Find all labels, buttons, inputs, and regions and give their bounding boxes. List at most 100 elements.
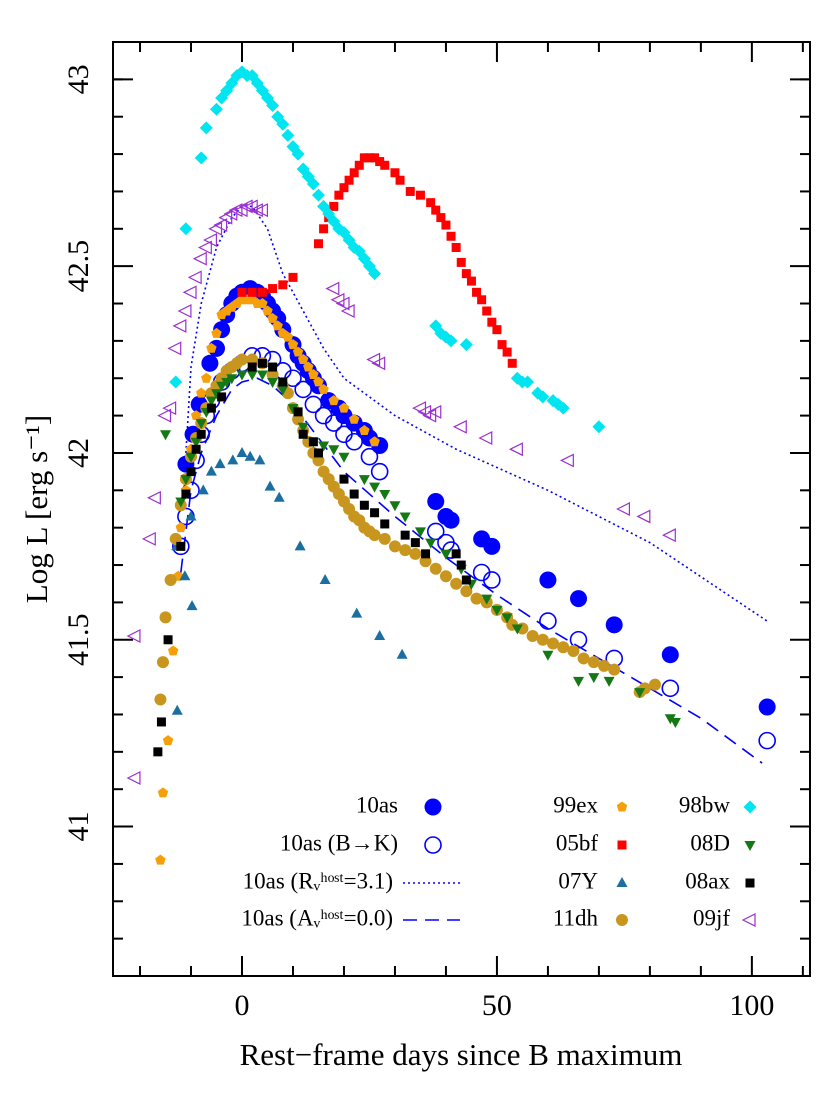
y-axis-label: Log L [erg s⁻¹] (19, 415, 54, 603)
marker (440, 549, 452, 560)
marker (162, 401, 177, 416)
marker (329, 201, 339, 211)
marker (281, 128, 295, 142)
marker (492, 325, 502, 335)
marker (201, 372, 212, 383)
marker (460, 585, 473, 598)
marker (587, 656, 600, 669)
marker (380, 519, 390, 529)
marker (318, 441, 330, 452)
marker (456, 257, 466, 267)
marker (603, 676, 615, 687)
marker (292, 346, 304, 357)
marker (399, 544, 412, 557)
y-tick-label: 41 (62, 812, 95, 842)
series-line (185, 205, 768, 622)
marker (450, 577, 463, 590)
marker (277, 385, 289, 396)
marker (181, 489, 191, 499)
marker (359, 500, 369, 510)
marker (256, 370, 268, 381)
marker (536, 390, 550, 404)
marker (244, 450, 256, 461)
marker (156, 717, 166, 727)
marker (470, 592, 483, 605)
legend-marker (424, 798, 442, 816)
marker (195, 387, 207, 398)
marker (758, 731, 776, 750)
marker (421, 549, 431, 559)
marker (179, 570, 191, 581)
marker (297, 354, 309, 365)
marker (570, 590, 588, 608)
marker (349, 489, 359, 499)
marker (567, 644, 580, 657)
marker (313, 376, 324, 387)
marker (511, 624, 523, 635)
marker (328, 445, 340, 456)
marker (141, 531, 156, 546)
marker (190, 437, 202, 448)
marker (199, 121, 213, 135)
marker (246, 370, 258, 381)
marker (351, 607, 363, 618)
marker (340, 304, 355, 318)
marker (297, 422, 309, 433)
marker (370, 153, 380, 163)
marker (334, 190, 344, 200)
marker (542, 650, 554, 661)
marker (390, 168, 400, 178)
marker (176, 541, 186, 551)
marker (502, 347, 512, 357)
marker (262, 305, 273, 316)
legend-label: 05bf (556, 830, 599, 855)
marker (268, 362, 278, 372)
series (153, 358, 471, 757)
marker (154, 693, 167, 706)
plot-frame (112, 41, 811, 977)
series (126, 199, 676, 785)
marker (472, 287, 482, 297)
marker (345, 432, 363, 451)
marker (217, 392, 227, 402)
marker (206, 403, 216, 413)
marker (487, 317, 497, 327)
legend-marker (745, 878, 755, 888)
y-tick-label: 41.5 (62, 614, 95, 667)
marker (311, 188, 325, 202)
marker (157, 787, 169, 798)
marker (205, 465, 217, 476)
legend-marker (617, 840, 627, 850)
marker (201, 354, 219, 372)
marker (426, 522, 445, 541)
marker (211, 389, 223, 400)
marker (477, 295, 487, 305)
legend-marker (616, 801, 628, 812)
marker (446, 231, 456, 241)
legend-label: 10as (356, 792, 398, 817)
marker (375, 157, 385, 167)
marker (186, 467, 196, 477)
marker (247, 362, 257, 372)
marker (648, 678, 661, 691)
marker (338, 452, 350, 463)
marker (221, 377, 233, 388)
marker (439, 570, 452, 583)
marker (547, 637, 560, 650)
marker (278, 280, 288, 290)
marker (126, 629, 141, 643)
series (169, 65, 606, 434)
marker (235, 353, 248, 366)
legend-label: 99ex (553, 792, 598, 817)
marker (335, 296, 350, 311)
marker (319, 573, 331, 584)
marker (661, 679, 680, 698)
legend-label: 10as (Rᵥʰᵒˢᵗ=3.1) (243, 868, 393, 893)
marker (379, 490, 391, 501)
marker (325, 281, 340, 296)
marker (304, 395, 323, 414)
marker (287, 404, 299, 415)
marker (482, 306, 492, 316)
legend-label: 08ax (685, 868, 730, 893)
marker (185, 510, 197, 521)
